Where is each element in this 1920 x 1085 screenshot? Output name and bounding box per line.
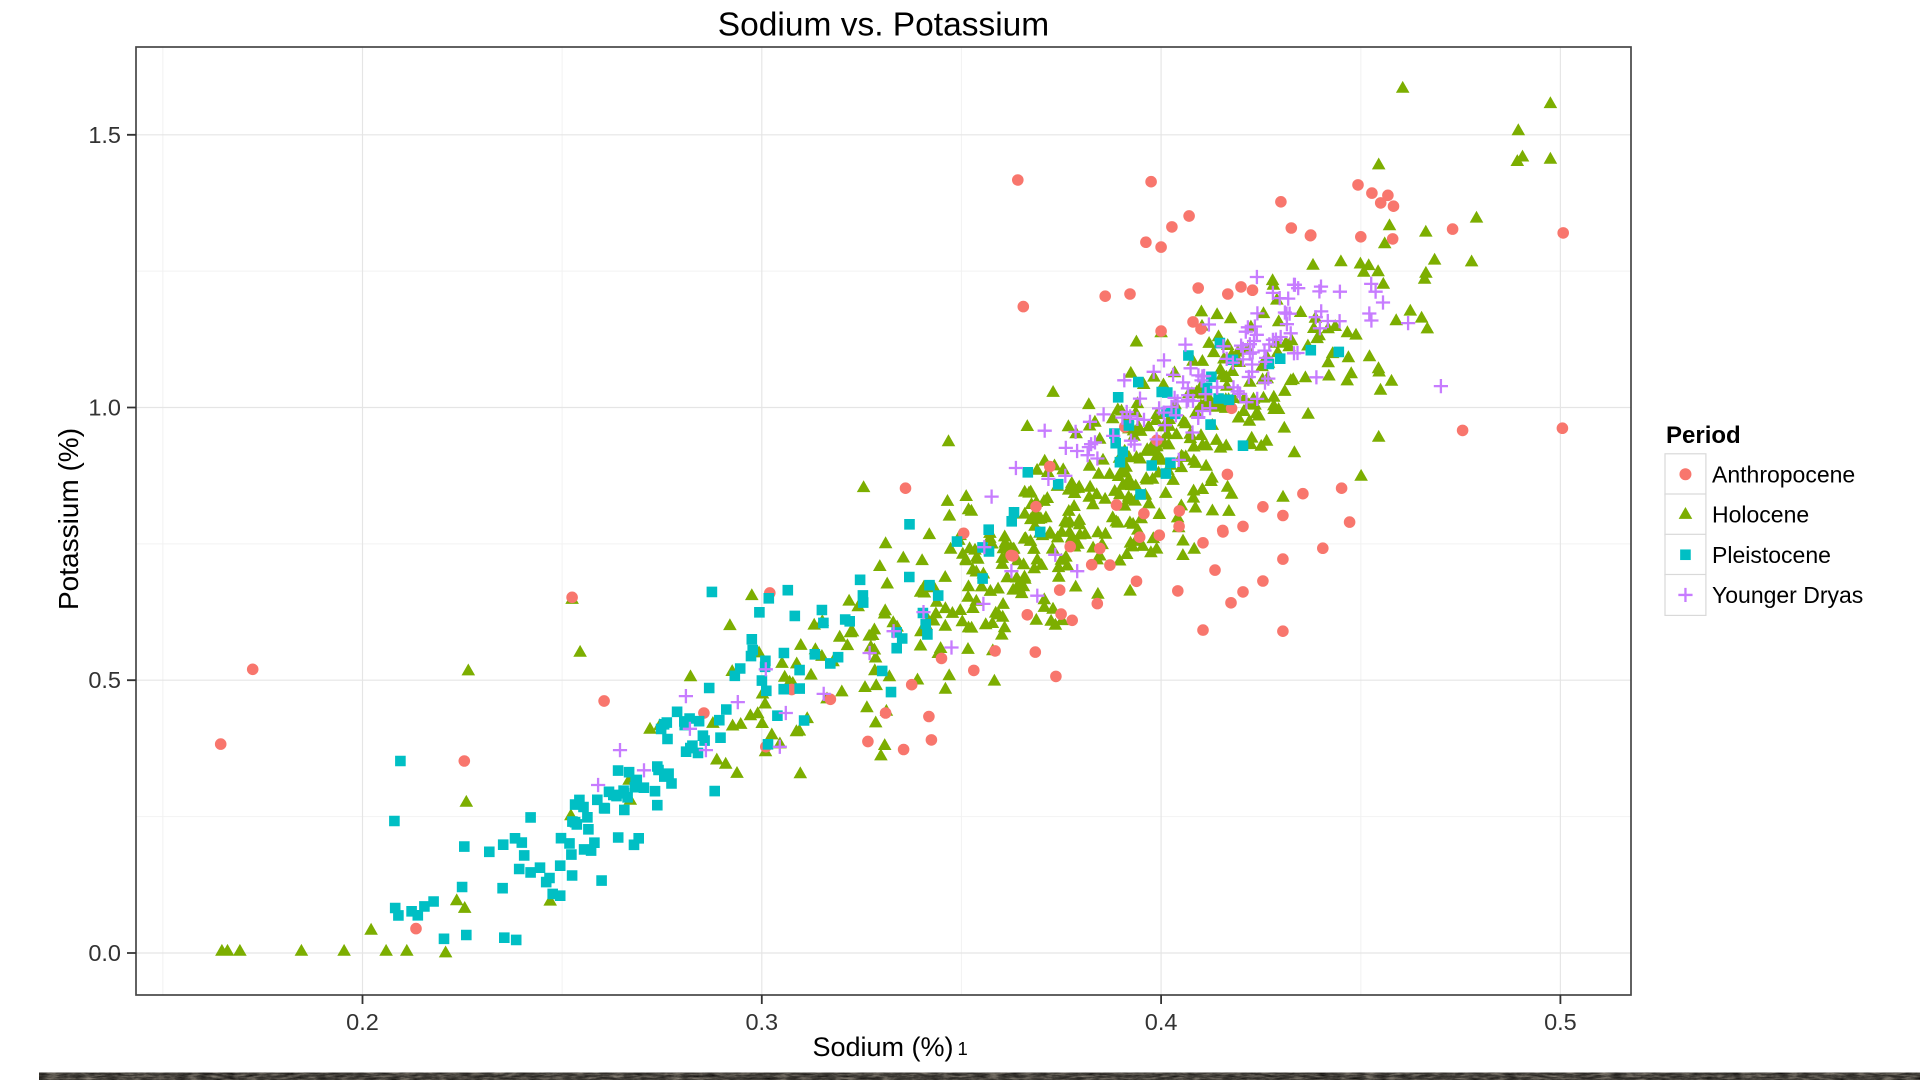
- svg-text:0.3: 0.3: [745, 1009, 778, 1035]
- svg-text:Sodium (%): Sodium (%): [812, 1032, 953, 1062]
- svg-text:0.5: 0.5: [1544, 1009, 1577, 1035]
- svg-text:Sodium vs. Potassium: Sodium vs. Potassium: [718, 7, 1049, 44]
- svg-text:0.5: 0.5: [88, 667, 121, 693]
- svg-text:1: 1: [958, 1038, 968, 1059]
- svg-text:Holocene: Holocene: [1712, 501, 1809, 527]
- svg-text:Period: Period: [1666, 422, 1741, 449]
- svg-text:1.5: 1.5: [88, 122, 121, 148]
- svg-text:0.0: 0.0: [88, 940, 121, 966]
- svg-text:Potassium (%): Potassium (%): [53, 428, 84, 610]
- svg-text:1.0: 1.0: [88, 395, 121, 421]
- svg-text:Pleistocene: Pleistocene: [1712, 542, 1831, 568]
- svg-text:Younger Dryas: Younger Dryas: [1712, 582, 1863, 608]
- svg-text:0.2: 0.2: [346, 1009, 379, 1035]
- svg-text:0.4: 0.4: [1145, 1009, 1178, 1035]
- svg-text:Anthropocene: Anthropocene: [1712, 461, 1855, 487]
